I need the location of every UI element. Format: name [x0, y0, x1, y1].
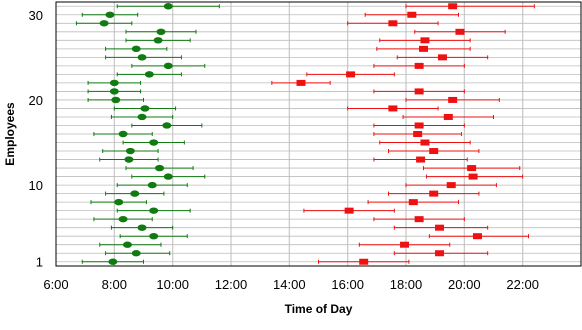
data-point	[118, 130, 128, 138]
data-point	[153, 37, 163, 44]
data-point	[163, 3, 173, 10]
data-point	[149, 139, 159, 146]
data-point	[296, 79, 306, 86]
data-point	[140, 105, 150, 112]
data-point	[408, 199, 418, 206]
data-point	[163, 62, 173, 70]
data-point	[414, 216, 424, 223]
data-point	[429, 148, 439, 155]
data-point	[429, 190, 439, 197]
data-point	[156, 28, 166, 36]
data-point	[419, 45, 428, 52]
data-markers	[99, 3, 482, 265]
data-point	[414, 88, 424, 95]
data-point	[147, 181, 157, 189]
data-point	[108, 258, 118, 265]
y-tick-label: 10	[29, 178, 43, 193]
data-point	[137, 54, 147, 61]
data-point	[149, 207, 159, 214]
x-tick-label: 8:00	[102, 277, 127, 292]
data-point	[435, 250, 445, 257]
x-tick-label: 14:00	[273, 277, 306, 292]
x-tick-label: 16:00	[331, 277, 364, 292]
x-tick-label: 12:00	[215, 277, 248, 292]
data-point	[137, 224, 147, 231]
y-tick-label: 30	[29, 8, 43, 23]
data-point	[149, 232, 159, 240]
data-point	[118, 215, 128, 223]
data-point	[435, 224, 445, 231]
x-axis-ticks: 6:00 8:00 10:00 12:00 14:00 16:00 18:00 20:00 22…	[43, 277, 539, 292]
data-point	[413, 131, 423, 137]
data-point	[131, 250, 141, 257]
data-point	[163, 173, 173, 180]
data-point	[455, 28, 465, 35]
data-point	[468, 173, 478, 180]
data-point	[105, 11, 115, 18]
y-axis-ticks: 1 10 20 30	[29, 8, 43, 270]
x-axis-title: Time of Day	[285, 302, 353, 316]
data-point	[125, 147, 135, 155]
data-point	[420, 139, 430, 146]
x-tick-label: 6:00	[43, 277, 68, 292]
data-point	[114, 198, 124, 206]
data-point	[437, 54, 447, 61]
data-point	[467, 165, 477, 172]
x-tick-label: 22:00	[506, 277, 539, 292]
data-point	[448, 96, 458, 103]
data-point	[131, 45, 141, 53]
data-point	[416, 156, 426, 163]
data-point	[359, 258, 369, 265]
plot-frame	[55, 1, 582, 267]
y-axis-title: Employees	[3, 102, 17, 166]
data-point	[162, 122, 172, 129]
data-point	[446, 182, 456, 189]
x-tick-label: 10:00	[156, 277, 189, 292]
data-point	[124, 156, 134, 163]
data-point	[111, 96, 121, 104]
data-point	[388, 105, 398, 112]
x-tick-label: 20:00	[448, 277, 481, 292]
data-point	[109, 88, 119, 95]
data-point	[472, 233, 482, 240]
data-point	[414, 122, 424, 129]
y-tick-label: 1	[36, 255, 43, 270]
data-point	[137, 113, 147, 121]
data-point	[144, 71, 154, 78]
data-point	[344, 207, 354, 214]
data-point	[448, 3, 458, 10]
data-point	[122, 241, 132, 248]
data-point	[155, 164, 165, 172]
x-tick-label: 18:00	[390, 277, 423, 292]
y-tick-label: 20	[29, 93, 43, 108]
data-point	[407, 11, 417, 18]
data-point	[414, 62, 424, 69]
data-point	[400, 241, 410, 248]
data-point	[346, 71, 356, 78]
data-point	[420, 37, 430, 44]
data-point	[99, 20, 109, 27]
data-point	[388, 20, 398, 27]
data-point	[109, 79, 119, 87]
data-point	[443, 113, 453, 120]
data-point	[130, 190, 140, 197]
